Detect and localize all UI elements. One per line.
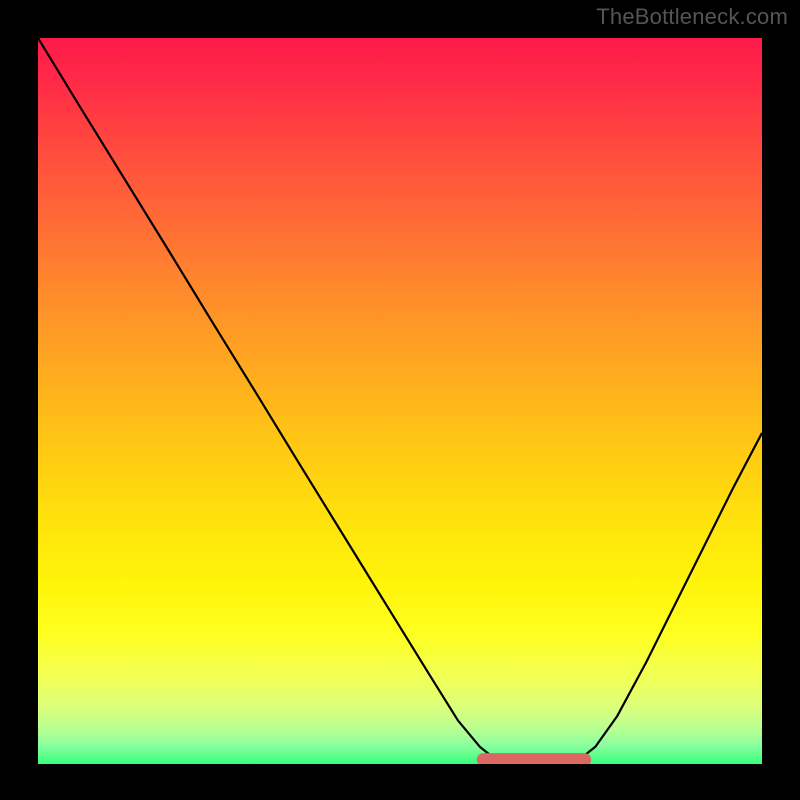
- curve-layer: [38, 38, 762, 764]
- chart-container: TheBottleneck.com: [0, 0, 800, 800]
- curve-path: [38, 38, 762, 764]
- watermark-text: TheBottleneck.com: [596, 4, 788, 30]
- plot-area: [38, 38, 762, 764]
